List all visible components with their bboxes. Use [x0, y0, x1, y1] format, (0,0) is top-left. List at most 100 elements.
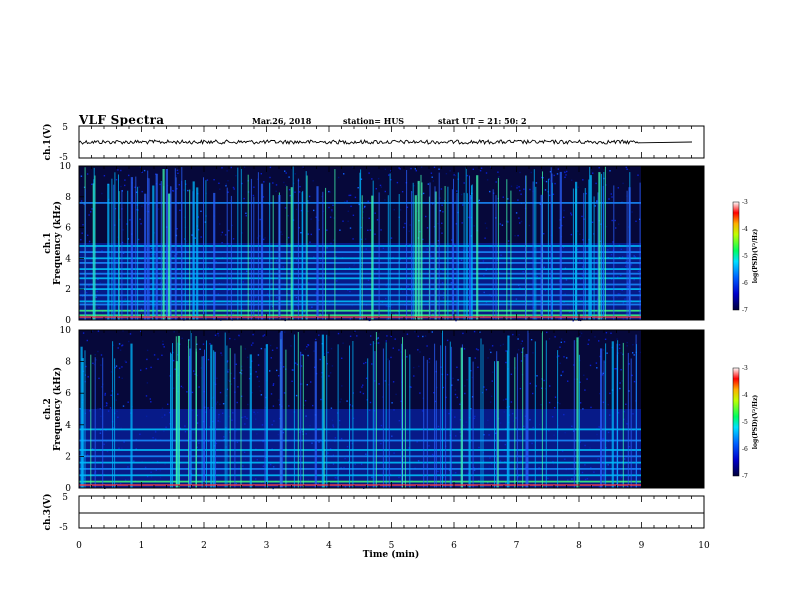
- spectrogram-pixel: [556, 173, 559, 175]
- spectrogram-pixel: [104, 405, 106, 408]
- spectrogram-pixel: [337, 332, 340, 335]
- spectrogram-pixel: [300, 365, 303, 367]
- frequency-tick-label: 0: [65, 484, 71, 494]
- spectrogram-pixel: [348, 194, 350, 197]
- spectrogram-pixel: [176, 169, 179, 171]
- broadband-streak: [622, 342, 624, 488]
- spectrogram-pixel: [238, 334, 240, 337]
- spectrogram-pixel: [420, 166, 423, 168]
- spectrogram-pixel: [172, 190, 174, 192]
- spectrogram-pixel: [248, 377, 251, 380]
- broadband-streak: [286, 186, 288, 320]
- spectrogram-pixel: [512, 333, 514, 336]
- spectrogram-pixel: [288, 405, 290, 407]
- broadband-streak: [382, 348, 384, 488]
- spectrogram-pixel: [486, 179, 489, 181]
- spectrogram-pixel: [619, 387, 621, 390]
- spectrogram-pixel: [138, 186, 140, 188]
- spectrogram-pixel: [587, 343, 589, 345]
- broadband-streak: [557, 350, 559, 488]
- spectrogram-pixel: [180, 385, 183, 388]
- spectrogram-pixel: [295, 394, 298, 397]
- broadband-streak: [423, 356, 425, 488]
- spectrogram-pixel: [258, 380, 260, 382]
- spectrogram-pixel: [466, 174, 469, 177]
- spectrogram-pixel: [543, 379, 545, 382]
- spectrogram-pixel: [621, 380, 623, 382]
- spectrogram-pixel: [559, 402, 561, 405]
- broadband-streak: [584, 188, 586, 320]
- spectrogram-pixel: [520, 343, 522, 345]
- spectrogram-pixel: [312, 180, 314, 182]
- spectrogram-pixel: [178, 184, 180, 186]
- spectrogram-pixel: [614, 368, 616, 370]
- spectrogram-pixel: [243, 166, 246, 168]
- spectrogram-pixel: [105, 404, 108, 407]
- spectrogram-pixel: [333, 217, 335, 219]
- broadband-streak: [94, 357, 96, 488]
- broadband-streak: [414, 195, 417, 320]
- spectrogram-pixel: [499, 344, 502, 347]
- spectrogram-pixel: [141, 205, 143, 207]
- broadband-streak: [466, 193, 468, 320]
- spectrogram-pixel: [159, 183, 161, 186]
- spectrogram-pixel: [318, 228, 320, 231]
- ch1-colorbar-label: log(PSD)(V²/Hz): [752, 229, 759, 284]
- spectrogram-pixel: [558, 227, 561, 229]
- broadband-streak: [111, 178, 113, 320]
- spectrogram-pixel: [369, 401, 372, 404]
- spectrogram-pixel: [303, 404, 305, 406]
- spectrogram-pixel: [618, 344, 621, 346]
- spectrogram-pixel: [231, 224, 233, 227]
- broadband-streak: [447, 186, 449, 320]
- broadband-streak: [421, 182, 423, 320]
- ch3-ytick-bottom: -5: [59, 523, 68, 533]
- spectrogram-pixel: [194, 237, 196, 239]
- spectrogram-pixel: [275, 190, 277, 192]
- spectrogram-pixel: [232, 238, 235, 240]
- spectrogram-pixel: [313, 209, 315, 212]
- spectrogram-pixel: [329, 372, 332, 374]
- spectrogram-pixel: [298, 191, 301, 193]
- spectrogram-pixel: [463, 348, 466, 350]
- spectrogram-pixel: [491, 380, 493, 382]
- spectrogram-pixel: [360, 178, 363, 180]
- spectrogram-pixel: [441, 222, 443, 224]
- broadband-streak: [118, 191, 120, 320]
- time-tick-label: 4: [326, 541, 332, 551]
- broadband-streak: [460, 347, 463, 488]
- broadband-streak: [175, 177, 177, 320]
- spectrogram-pixel: [82, 332, 85, 334]
- spectrogram-pixel: [227, 191, 229, 193]
- broadband-streak: [506, 350, 508, 488]
- spectrogram-pixel: [137, 238, 140, 241]
- time-axis-label: Time (min): [363, 549, 420, 560]
- broadband-streak: [292, 166, 294, 320]
- broadband-streak: [541, 331, 543, 488]
- spectrogram-pixel: [196, 374, 198, 377]
- start-time-label: start UT = 21: 50: 2: [438, 116, 527, 126]
- spectrogram-pixel: [307, 210, 309, 212]
- broadband-streak: [118, 174, 119, 320]
- spectrogram-pixel: [252, 342, 254, 344]
- spectrogram-pixel: [611, 219, 613, 222]
- spectrogram-pixel: [121, 377, 123, 379]
- broadband-streak: [534, 341, 536, 488]
- spectrogram-pixel: [454, 393, 457, 396]
- spectrogram-pixel: [577, 186, 579, 188]
- spectrogram-pixel: [394, 338, 396, 340]
- spectrogram-pixel: [329, 191, 331, 193]
- spectrogram-pixel: [518, 217, 520, 219]
- spectrogram-pixel: [100, 386, 103, 388]
- spectrogram-pixel: [328, 190, 330, 193]
- spectrogram-pixel: [399, 168, 401, 170]
- spectrogram-pixel: [269, 166, 272, 169]
- spectrogram-pixel: [240, 369, 243, 371]
- ch1-colorbar: [732, 201, 740, 311]
- broadband-streak: [155, 173, 158, 320]
- spectrogram-pixel: [558, 355, 560, 357]
- spectrogram-pixel: [253, 186, 255, 188]
- spectrogram-pixel: [191, 234, 193, 236]
- spectrogram-pixel: [536, 375, 538, 377]
- time-tick-label: 6: [451, 541, 457, 551]
